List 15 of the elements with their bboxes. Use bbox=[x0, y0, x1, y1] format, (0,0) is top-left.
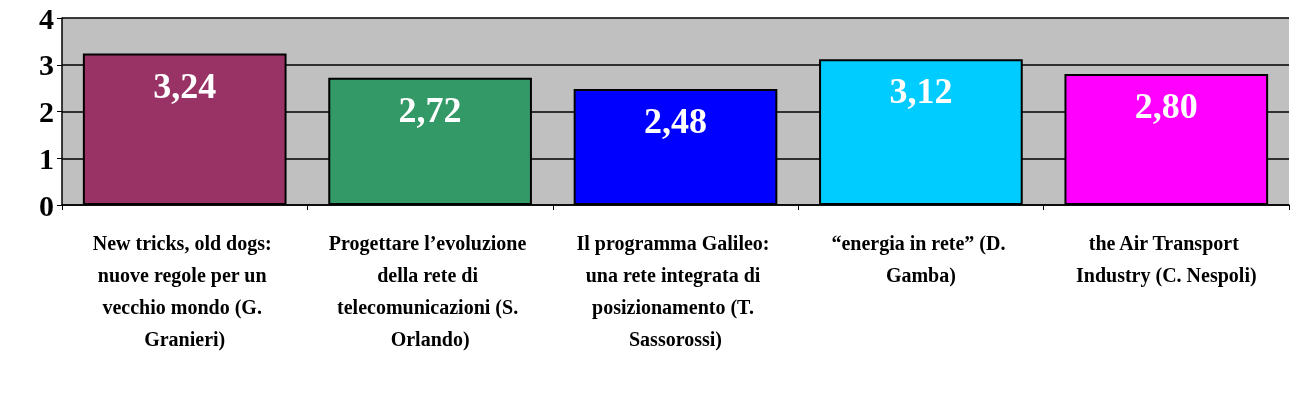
y-tick-label: 3 bbox=[39, 48, 54, 82]
data-label: 3,24 bbox=[153, 65, 217, 106]
data-label: 2,80 bbox=[1134, 86, 1198, 127]
data-label: 2,72 bbox=[398, 89, 462, 130]
x-tick-label: the Air Transport Industry (C. Nespoli) bbox=[1076, 232, 1257, 287]
y-tick-label: 0 bbox=[39, 188, 54, 222]
data-label: 2,48 bbox=[644, 101, 707, 142]
x-tick-label: “energia in rete” (D. Gamba) bbox=[831, 232, 1011, 287]
x-tick-label: Il programma Galileo: una rete integrata di posizionamento (T. Sassorossi) bbox=[576, 232, 775, 351]
x-tick-label: Progettare l’evoluzione della rete di telecomunicazioni (S. Orlando) bbox=[328, 232, 532, 351]
data-label: 3,12 bbox=[889, 71, 953, 112]
y-tick-label: 2 bbox=[39, 95, 54, 128]
y-tick-label: 4 bbox=[39, 1, 54, 35]
y-tick-label: 1 bbox=[39, 141, 54, 175]
x-tick-label: New tricks, old dogs: nuove regole per un vecchio mondo (G. Granieri) bbox=[92, 232, 277, 351]
